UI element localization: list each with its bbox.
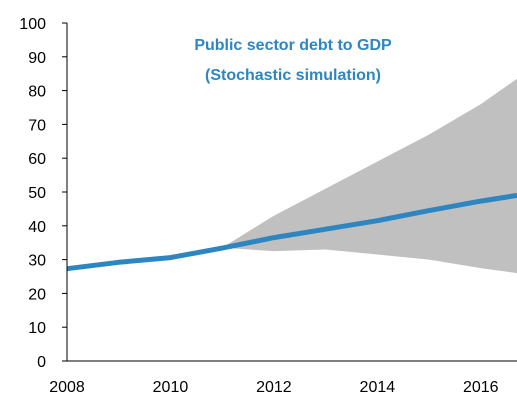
series-line-0 (66, 192, 517, 272)
x-tick-label: 2010 (153, 379, 189, 396)
y-tick-label: 40 (28, 219, 46, 236)
y-tick-label: 0 (37, 354, 46, 371)
chart-title: Public sector debt to GDP (Stochastic si… (194, 37, 392, 84)
y-tick-label: 50 (28, 185, 46, 202)
chart-title-line-1: Public sector debt to GDP (194, 37, 392, 54)
y-tick-label: 70 (28, 117, 46, 134)
x-tick-label: 2008 (49, 379, 85, 396)
x-tick-label: 2016 (463, 379, 499, 396)
x-tick-label: 2014 (360, 379, 396, 396)
y-tick-label: 80 (28, 84, 46, 101)
chart-title-line-2: (Stochastic simulation) (205, 67, 381, 84)
y-tick-labels: 0 10 20 30 40 50 60 70 80 90 100 (19, 16, 67, 371)
y-tick-label: 10 (28, 320, 46, 337)
x-tick-labels: 2008 2010 2012 2014 2016 (49, 379, 498, 396)
y-tick-label: 20 (28, 286, 46, 303)
fan-band-layer (222, 78, 517, 274)
y-tick-label: 100 (19, 16, 46, 33)
y-tick-label: 90 (28, 50, 46, 67)
y-tick-label: 60 (28, 151, 46, 168)
fan-band (222, 78, 517, 274)
series-line-layer (66, 192, 517, 272)
x-tick-label: 2012 (256, 379, 292, 396)
y-tick-label: 30 (28, 253, 46, 270)
